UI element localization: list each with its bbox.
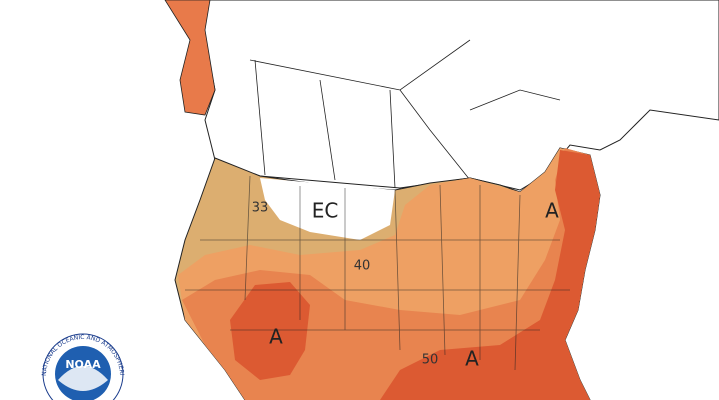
contour-label: 40: [354, 259, 371, 274]
above-label: A: [269, 325, 283, 349]
alaska-above: [164, 0, 216, 116]
province-lines: [249, 39, 561, 189]
ec-region: [260, 178, 395, 240]
above-label: A: [465, 347, 479, 371]
region-60-sw: [230, 282, 310, 380]
region-60-east: [380, 150, 600, 400]
ec-label: EC: [312, 199, 339, 223]
logo-bird: [58, 366, 108, 391]
contour-label: 33: [252, 201, 269, 216]
state-lines: [185, 175, 570, 371]
above-label: A: [545, 199, 559, 223]
contour-label: 50: [422, 353, 439, 368]
logo-name: NOAA: [65, 358, 101, 371]
